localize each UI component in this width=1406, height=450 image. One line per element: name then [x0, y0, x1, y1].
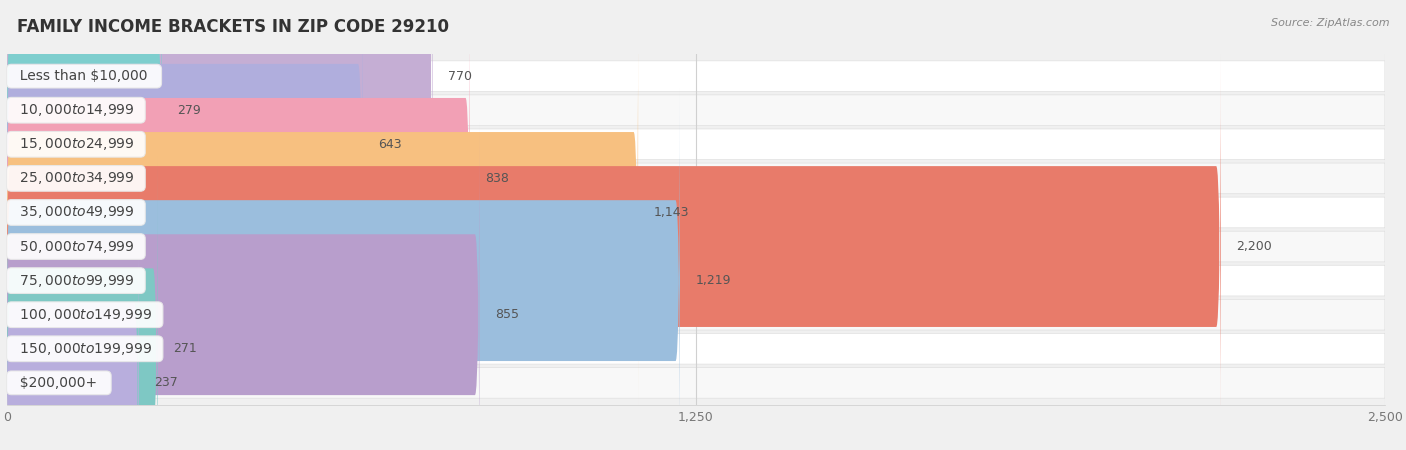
Text: $50,000 to $74,999: $50,000 to $74,999: [11, 238, 141, 255]
FancyBboxPatch shape: [6, 54, 1220, 439]
FancyBboxPatch shape: [7, 163, 1385, 194]
FancyBboxPatch shape: [7, 197, 1385, 228]
Text: 237: 237: [155, 376, 179, 389]
Text: FAMILY INCOME BRACKETS IN ZIP CODE 29210: FAMILY INCOME BRACKETS IN ZIP CODE 29210: [17, 18, 449, 36]
FancyBboxPatch shape: [7, 61, 1385, 91]
FancyBboxPatch shape: [7, 95, 1385, 126]
FancyBboxPatch shape: [7, 333, 1385, 364]
FancyBboxPatch shape: [6, 20, 638, 405]
Text: $150,000 to $199,999: $150,000 to $199,999: [11, 341, 157, 357]
Text: $35,000 to $49,999: $35,000 to $49,999: [11, 204, 141, 220]
Text: 855: 855: [495, 308, 519, 321]
Text: 271: 271: [173, 342, 197, 355]
Text: 1,219: 1,219: [696, 274, 731, 287]
Text: 279: 279: [177, 104, 201, 117]
Text: Source: ZipAtlas.com: Source: ZipAtlas.com: [1271, 18, 1389, 28]
Text: $25,000 to $34,999: $25,000 to $34,999: [11, 171, 141, 186]
Text: 838: 838: [485, 172, 509, 185]
Text: Less than $10,000: Less than $10,000: [11, 69, 156, 83]
FancyBboxPatch shape: [7, 368, 1385, 398]
FancyBboxPatch shape: [7, 299, 1385, 330]
Text: 770: 770: [449, 70, 472, 83]
FancyBboxPatch shape: [6, 88, 681, 450]
FancyBboxPatch shape: [7, 266, 1385, 296]
Text: $10,000 to $14,999: $10,000 to $14,999: [11, 102, 141, 118]
FancyBboxPatch shape: [6, 0, 433, 268]
Text: 1,143: 1,143: [654, 206, 689, 219]
FancyBboxPatch shape: [6, 122, 479, 450]
FancyBboxPatch shape: [7, 231, 1385, 262]
FancyBboxPatch shape: [6, 0, 363, 337]
FancyBboxPatch shape: [6, 0, 470, 371]
Text: 2,200: 2,200: [1236, 240, 1272, 253]
Text: 643: 643: [378, 138, 402, 151]
Text: $100,000 to $149,999: $100,000 to $149,999: [11, 307, 157, 323]
FancyBboxPatch shape: [6, 157, 157, 450]
FancyBboxPatch shape: [6, 0, 162, 302]
Text: $75,000 to $99,999: $75,000 to $99,999: [11, 273, 141, 288]
Text: $15,000 to $24,999: $15,000 to $24,999: [11, 136, 141, 152]
FancyBboxPatch shape: [6, 191, 139, 450]
FancyBboxPatch shape: [7, 129, 1385, 160]
Text: $200,000+: $200,000+: [11, 376, 107, 390]
